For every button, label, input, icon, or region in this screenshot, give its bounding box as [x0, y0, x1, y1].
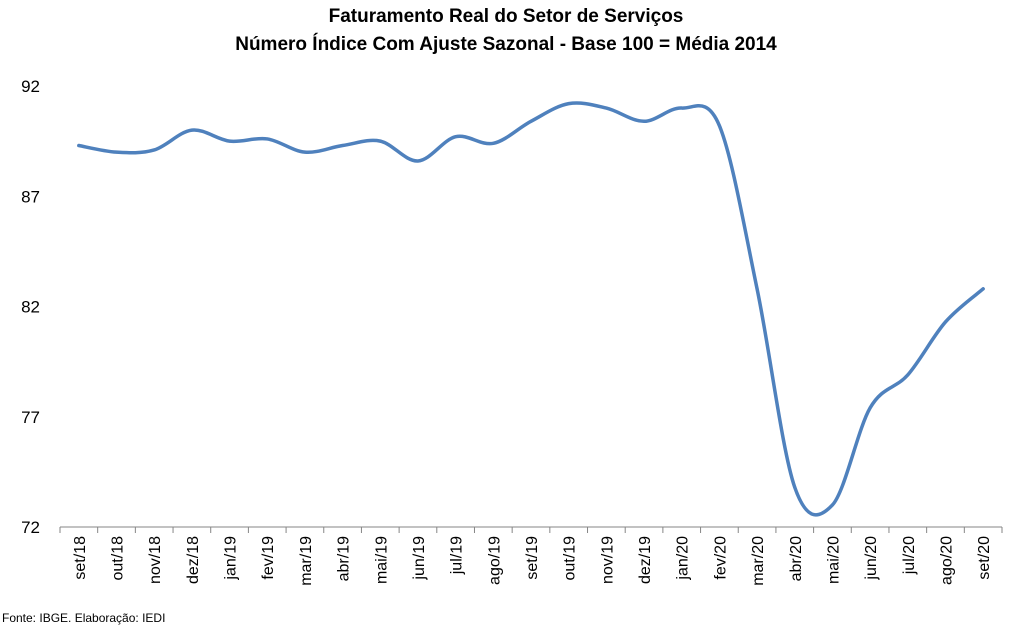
data-point — [152, 148, 156, 152]
data-point — [454, 135, 458, 139]
x-tick-label: dez/19 — [637, 536, 654, 584]
x-tick-label: abr/19 — [336, 536, 353, 581]
source-note: Fonte: IBGE. Elaboração: IEDI — [2, 611, 166, 625]
x-tick-label: abr/20 — [788, 536, 805, 581]
data-point — [190, 128, 194, 132]
x-tick-label: ago/20 — [938, 536, 955, 585]
y-tick-label: 87 — [21, 187, 40, 206]
x-tick-label: set/19 — [524, 536, 541, 580]
x-tick-label: nov/18 — [147, 536, 164, 584]
chart-subtitle: Número Índice Com Ajuste Sazonal - Base … — [235, 34, 777, 55]
x-tick-label: mai/20 — [825, 536, 842, 584]
data-point — [77, 144, 81, 148]
data-point — [981, 287, 985, 291]
x-tick-label: jan/19 — [223, 536, 240, 581]
y-tick-label: 82 — [21, 298, 40, 317]
data-point — [491, 141, 495, 145]
data-point — [529, 119, 533, 123]
data-point — [604, 106, 608, 110]
x-tick-label: set/18 — [72, 536, 89, 580]
x-axis: set/18 out/18 nov/18 dez/18 jan/19 fev/19 mar/… — [59, 526, 1003, 586]
data-point — [341, 144, 345, 148]
data-point — [567, 102, 571, 106]
x-tick-label: mai/19 — [373, 536, 390, 584]
x-tick-label: mar/20 — [750, 536, 767, 586]
x-tick-label: nov/19 — [599, 536, 616, 584]
x-tick-label: fev/19 — [260, 536, 277, 580]
x-tick-label: fev/20 — [712, 536, 729, 580]
x-tick-label: out/18 — [110, 536, 127, 581]
series-layer — [77, 101, 985, 517]
data-point — [115, 150, 119, 154]
x-tick-label: out/19 — [562, 536, 579, 581]
y-axis: 72 77 82 87 92 — [21, 77, 40, 537]
data-point — [303, 150, 307, 154]
series-line — [77, 101, 985, 517]
data-point — [906, 373, 910, 377]
x-tick-label: jul/20 — [901, 536, 918, 575]
x-tick-label: ago/19 — [486, 536, 503, 585]
data-point — [868, 406, 872, 410]
data-point — [378, 139, 382, 143]
y-tick-label: 72 — [21, 518, 40, 537]
chart-title: Faturamento Real do Setor de Serviços — [328, 6, 684, 27]
x-tick-label: mar/19 — [298, 536, 315, 586]
x-tick-label: jun/19 — [411, 536, 428, 581]
data-point — [755, 287, 759, 291]
data-point — [228, 139, 232, 143]
x-tick-label: jun/20 — [863, 536, 880, 581]
y-tick-label: 77 — [21, 408, 40, 427]
x-tick-label: jan/20 — [675, 536, 692, 581]
x-tick-label: set/20 — [976, 536, 993, 580]
data-point — [265, 137, 269, 141]
x-tick-label: dez/18 — [185, 536, 202, 584]
data-point — [830, 503, 834, 507]
data-point — [943, 320, 947, 324]
x-tick-label: jul/19 — [449, 536, 466, 575]
y-tick-label: 92 — [21, 77, 40, 96]
data-point — [416, 159, 420, 163]
data-point — [717, 124, 721, 128]
data-point — [642, 119, 646, 123]
data-point — [680, 106, 684, 110]
data-point — [793, 485, 797, 489]
